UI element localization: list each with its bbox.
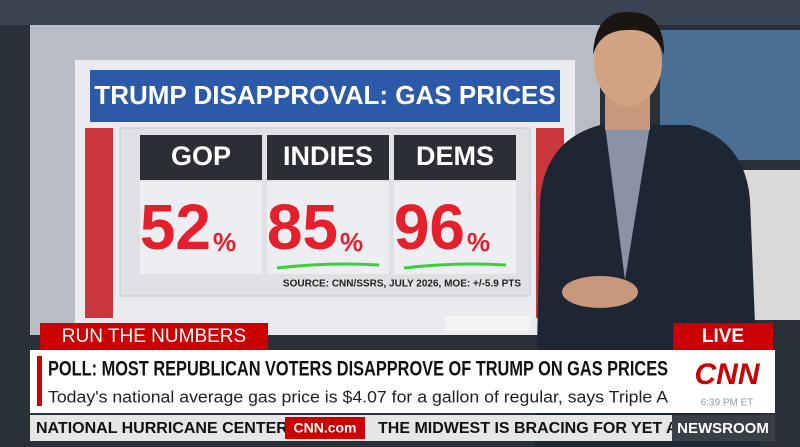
column-unit: % xyxy=(213,227,236,257)
column-header: DEMS xyxy=(416,141,494,171)
clock: 6:39 PM ET xyxy=(701,398,754,409)
headline: POLL: MOST REPUBLICAN VOTERS DISAPPROVE … xyxy=(48,358,668,381)
live-box xyxy=(673,323,773,350)
screen-title: TRUMP DISAPPROVAL: GAS PRICES xyxy=(94,80,555,110)
network-logo: CNN xyxy=(695,358,761,391)
presenter-hair xyxy=(593,11,665,55)
screen-title-bar xyxy=(90,70,560,122)
poll-columns: GOP 52 % INDIES 85 % DEMS 96% xyxy=(140,135,516,274)
presenter-face xyxy=(594,18,662,106)
column-body xyxy=(140,182,262,274)
column-number: 96 xyxy=(394,191,465,263)
subheadline: Today's national average gas price is $4… xyxy=(48,387,669,406)
highlight-underline xyxy=(403,262,507,270)
headline-accent xyxy=(37,356,42,406)
ticker-left: NATIONAL HURRICANE CENTER. xyxy=(36,420,292,437)
column-header-box xyxy=(267,135,389,180)
logo-box xyxy=(680,350,775,413)
live-text: LIVE xyxy=(702,326,744,347)
show-name: NEWSROOM xyxy=(677,420,769,437)
ticker-band xyxy=(30,415,775,441)
side-strip xyxy=(85,128,113,318)
presenter-shirt xyxy=(605,125,650,280)
column-body xyxy=(394,182,516,274)
column-header: INDIES xyxy=(283,141,373,171)
ticker-site-box xyxy=(285,417,365,439)
tag-text: RUN THE NUMBERS xyxy=(62,326,246,347)
ticker-right: THE MIDWEST IS BRACING FOR YET AN xyxy=(378,420,689,437)
show-box xyxy=(672,415,775,441)
presenter-hands xyxy=(562,276,638,308)
headline-band xyxy=(30,350,680,413)
screen-controls xyxy=(445,316,530,331)
tag-box xyxy=(40,323,268,350)
column-unit: % xyxy=(467,227,490,257)
column-header: GOP xyxy=(171,141,231,171)
column-body xyxy=(267,182,389,274)
ticker-site: CNN.com xyxy=(293,420,356,436)
column-unit: % xyxy=(340,227,363,257)
column-header-box xyxy=(140,135,262,180)
column-number: 85 xyxy=(267,191,338,263)
source-note: SOURCE: CNN/SSRS, JULY 2026, MOE: +/-5.9… xyxy=(283,279,521,290)
column-header-box xyxy=(394,135,516,180)
column-number: 52 xyxy=(140,191,211,263)
studio-ceiling xyxy=(0,0,800,25)
highlight-underline xyxy=(276,262,380,270)
